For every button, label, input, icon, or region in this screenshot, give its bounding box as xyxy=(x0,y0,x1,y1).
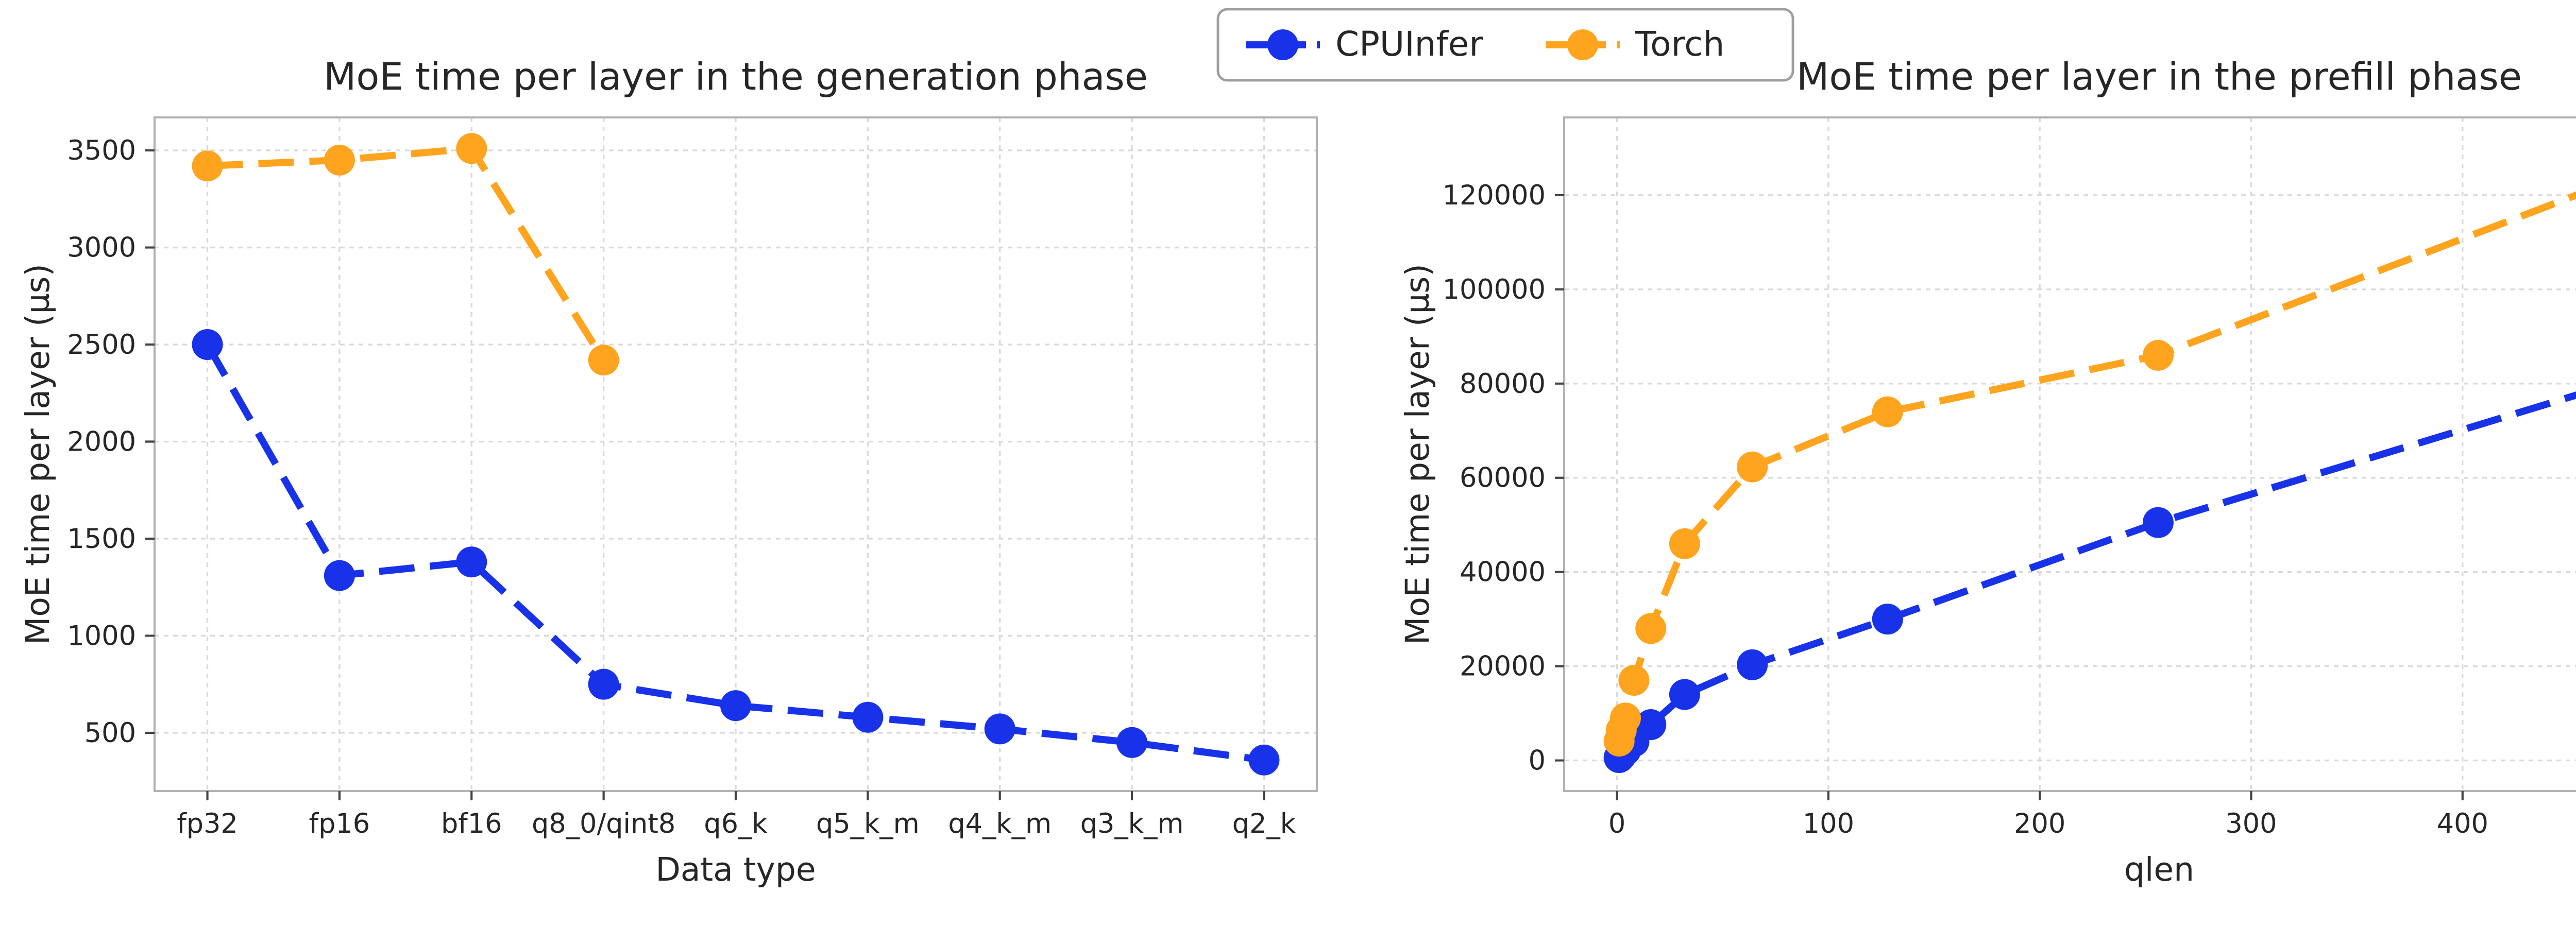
data-point xyxy=(456,546,487,578)
data-point xyxy=(588,668,619,700)
data-point xyxy=(1248,744,1280,776)
prefill-axes-box xyxy=(1563,116,2576,793)
x-tick-label: q5_k_m xyxy=(816,808,920,839)
data-point xyxy=(1609,702,1641,734)
data-point xyxy=(2142,507,2174,538)
data-point xyxy=(1669,679,1700,710)
y-tick-label: 2500 xyxy=(67,329,136,360)
x-tick-label: 0 xyxy=(1608,808,1625,839)
series-markers-torch xyxy=(192,133,619,376)
generation-y-ticks: 500 1000 1500 2000 2500 3000 3500 xyxy=(67,135,155,749)
data-point xyxy=(1635,709,1667,741)
x-tick-label: q3_k_m xyxy=(1080,808,1184,839)
series-line-cpuinfer xyxy=(1616,391,2576,760)
y-tick-label: 1500 xyxy=(67,523,136,555)
generation-chart: fp32 fp16 bf16 q8_0/qint8 q6_k q5_k_m q4_k_m q3… xyxy=(19,55,1318,888)
legend: CPUInfer Torch xyxy=(1216,8,1794,82)
prefill-chart-title: MoE time per layer in the prefill phase xyxy=(1797,55,2522,99)
series-line-cpuinfer xyxy=(204,342,1265,764)
data-point xyxy=(1872,396,1903,427)
data-point xyxy=(324,560,355,591)
generation-x-axis-label: Data type xyxy=(655,851,816,888)
series-markers-cpuinfer xyxy=(192,329,1280,776)
y-tick-label: 80000 xyxy=(1460,368,1546,400)
y-tick-label: 1000 xyxy=(67,620,136,651)
y-tick-label: 0 xyxy=(1529,745,1546,777)
data-point xyxy=(1737,451,1768,483)
y-tick-label: 120000 xyxy=(1443,180,1546,211)
generation-x-ticks: fp32 fp16 bf16 q8_0/qint8 q6_k q5_k_m q4_k_m q3… xyxy=(177,791,1296,839)
y-tick-label: 2000 xyxy=(67,426,136,457)
legend-label: CPUInfer xyxy=(1335,24,1483,64)
data-point xyxy=(1669,528,1700,559)
prefill-x-ticks: 0100200300400500 xyxy=(1608,791,2488,839)
x-tick-label: fp16 xyxy=(309,808,370,839)
prefill-grid xyxy=(1564,117,2576,791)
legend-box xyxy=(1216,8,1794,82)
legend-marker xyxy=(1267,29,1298,60)
x-tick-label: 100 xyxy=(1803,808,1854,839)
generation-grid xyxy=(155,117,1317,791)
legend-label: Torch xyxy=(1635,24,1724,64)
x-tick-label: 200 xyxy=(2014,808,2065,839)
y-tick-label: 60000 xyxy=(1460,462,1546,494)
series-line-torch xyxy=(1616,191,2576,742)
x-tick-label: bf16 xyxy=(441,808,502,839)
x-tick-label: q4_k_m xyxy=(948,808,1052,839)
y-tick-label: 3000 xyxy=(67,232,136,264)
data-point xyxy=(324,144,355,176)
data-point xyxy=(720,690,751,722)
legend-item-torch: Torch xyxy=(1546,24,1724,64)
prefill-chart: 0100200300400500020000400006000080000100… xyxy=(1399,55,2576,888)
data-point xyxy=(456,133,487,164)
series-markers-torch xyxy=(1603,339,2174,757)
prefill-y-axis-label: MoE time per layer (µs) xyxy=(1399,264,1436,645)
y-tick-label: 40000 xyxy=(1460,557,1546,588)
data-point xyxy=(984,713,1015,745)
generation-y-axis-label: MoE time per layer (µs) xyxy=(19,264,57,645)
generation-chart-title: MoE time per layer in the generation pha… xyxy=(324,55,1148,99)
x-tick-label: q2_k xyxy=(1232,808,1296,839)
prefill-y-ticks: 0 20000 40000 60000 80000 100000 120000 xyxy=(1443,180,1564,777)
x-tick-label: 400 xyxy=(2437,808,2488,839)
data-point xyxy=(1635,613,1667,644)
legend-marker xyxy=(1567,29,1598,60)
data-point xyxy=(1872,604,1903,635)
x-tick-label: q6_k xyxy=(704,808,768,839)
prefill-x-axis-label: qlen xyxy=(2124,851,2194,888)
data-point xyxy=(192,329,223,360)
y-tick-label: 20000 xyxy=(1460,651,1546,682)
data-point xyxy=(1618,665,1650,696)
x-tick-label: 300 xyxy=(2225,808,2277,839)
y-tick-label: 500 xyxy=(84,717,136,749)
series-line-torch xyxy=(207,145,607,362)
y-tick-label: 100000 xyxy=(1443,274,1546,305)
y-tick-label: 3500 xyxy=(67,135,136,166)
data-point xyxy=(1116,727,1148,758)
data-point xyxy=(2142,339,2174,371)
x-tick-label: q8_0/qint8 xyxy=(532,808,675,839)
data-point xyxy=(192,150,223,182)
data-point xyxy=(852,701,884,733)
series-markers-cpuinfer xyxy=(1603,507,2174,774)
data-point xyxy=(1737,649,1768,680)
data-point xyxy=(588,345,619,376)
legend-item-cpuinfer: CPUInfer xyxy=(1246,24,1483,64)
x-tick-label: fp32 xyxy=(177,808,238,839)
